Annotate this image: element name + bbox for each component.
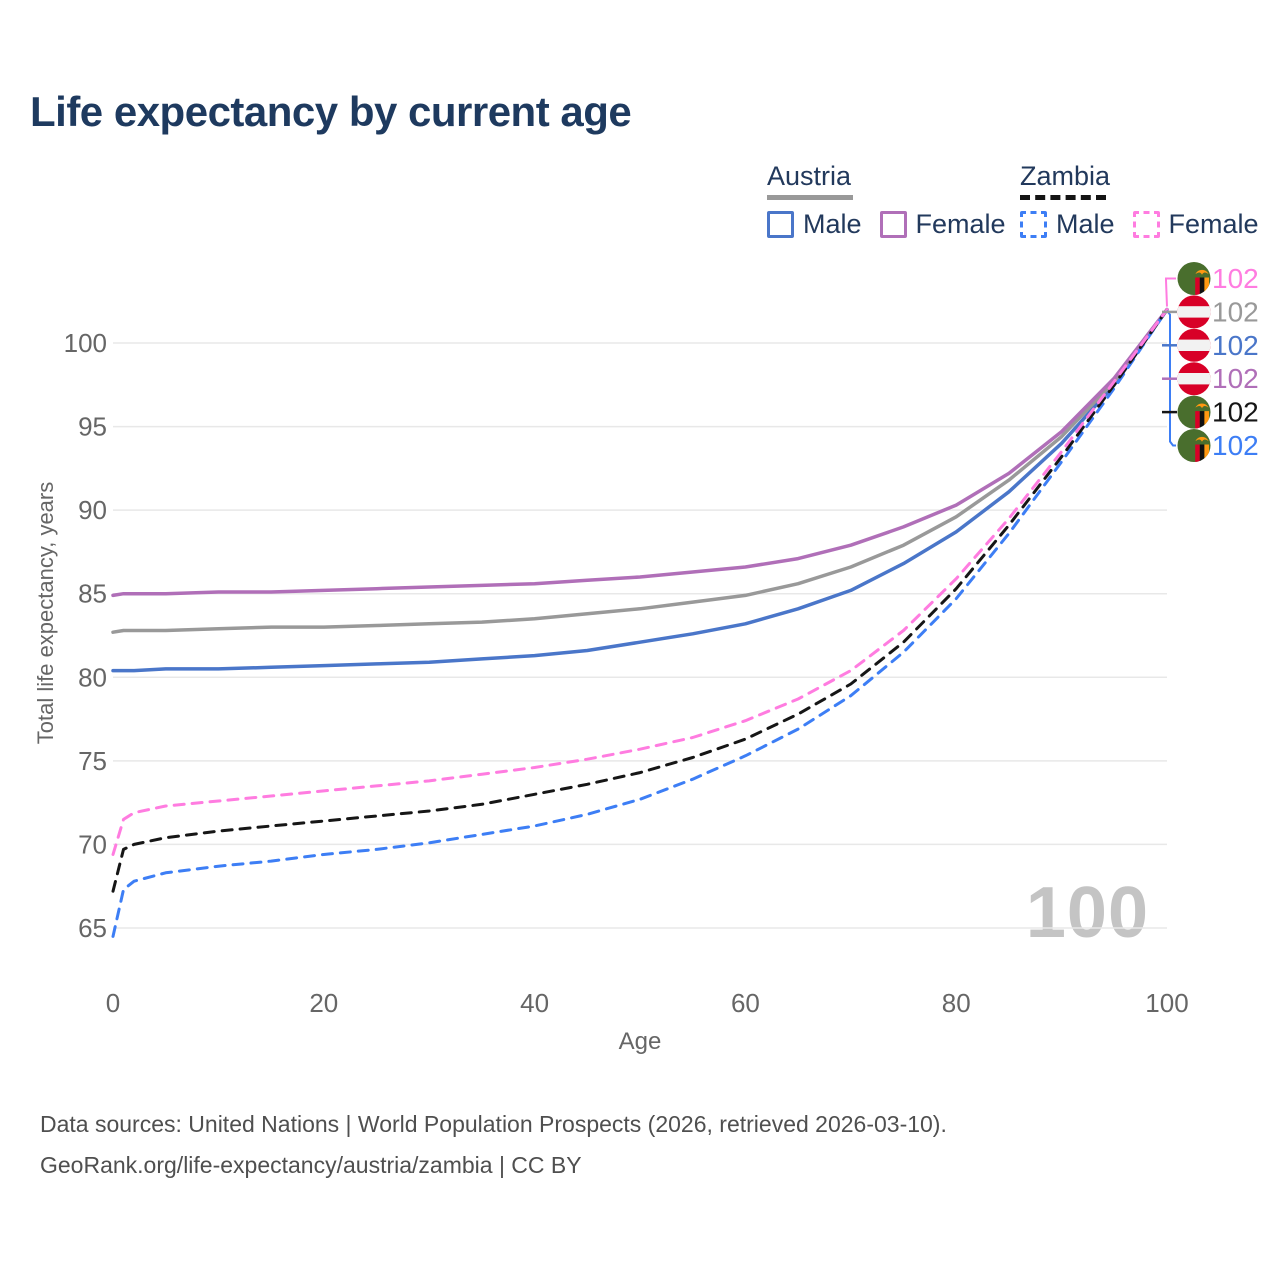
legend-label-zambia-female[interactable]: Female (1168, 209, 1259, 239)
legend-group-austria: Austria Male Female (767, 161, 1024, 240)
checkbox-zambia-female[interactable] (1132, 211, 1160, 238)
flag-austria-icon (1177, 328, 1211, 362)
end-value-label-zambia: 102 (1212, 397, 1259, 428)
page-title: Life expectancy by current age (30, 88, 632, 135)
y-axis-title: Total life expectancy, years (33, 481, 58, 745)
legend-label-zambia-male[interactable]: Male (1056, 209, 1115, 239)
legend-group-zambia: Zambia Male Female (1020, 161, 1277, 240)
end-value-label-zambia-male: 102 (1212, 430, 1259, 461)
end-value-label-zambia-female: 102 (1212, 263, 1259, 294)
zambia-line-style-swatch (1020, 195, 1106, 200)
checkbox-zambia-male[interactable] (1020, 211, 1047, 238)
flag-zambia-icon (1177, 262, 1211, 295)
y-tick-label: 70 (78, 829, 107, 859)
y-tick-label: 65 (78, 913, 107, 943)
chart-footer: Data sources: United Nations | World Pop… (40, 1104, 947, 1186)
x-axis-title: Age (618, 1028, 662, 1055)
attribution-line: GeoRank.org/life-expectancy/austria/zamb… (40, 1152, 582, 1178)
checkbox-austria-female[interactable] (879, 211, 907, 238)
series-line-austria-male (111, 307, 1169, 673)
series-line-zambia (111, 308, 1169, 893)
leader-line-bottom (1166, 310, 1176, 447)
legend-country-austria: Austria (767, 161, 852, 191)
series-line-zambia-male (111, 308, 1169, 938)
flag-austria-icon (1177, 295, 1211, 329)
flag-zambia-icon (1177, 395, 1211, 429)
age-counter-watermark: 100 (1025, 873, 1149, 953)
x-tick-label: 80 (942, 988, 971, 1018)
leader-line-top (1165, 277, 1176, 307)
x-tick-label: 40 (520, 988, 549, 1018)
y-tick-label: 80 (78, 662, 107, 692)
end-value-label-austria-female: 102 (1212, 363, 1259, 394)
y-tick-label: 95 (78, 412, 107, 442)
series-line-austria-female (111, 307, 1169, 598)
legend-country-zambia: Zambia (1020, 161, 1111, 191)
end-value-label-austria-male: 102 (1212, 330, 1259, 361)
series-line-zambia-female (111, 308, 1169, 856)
austria-line-style-swatch (767, 195, 853, 200)
x-tick-label: 20 (309, 988, 338, 1018)
x-tick-label: 100 (1145, 988, 1188, 1018)
x-tick-label: 0 (106, 988, 120, 1018)
flag-zambia-icon (1177, 429, 1211, 462)
series-line-austria (111, 307, 1169, 634)
flag-austria-icon (1177, 362, 1211, 396)
x-tick-label: 60 (731, 988, 760, 1018)
y-tick-label: 75 (78, 746, 107, 776)
y-tick-label: 100 (64, 328, 107, 358)
y-tick-label: 85 (78, 579, 107, 609)
legend-label-austria-female[interactable]: Female (915, 209, 1006, 239)
legend-label-austria-male[interactable]: Male (803, 209, 862, 239)
end-value-label-austria: 102 (1212, 296, 1259, 327)
y-tick-label: 90 (78, 495, 107, 525)
data-sources-line: Data sources: United Nations | World Pop… (40, 1111, 947, 1137)
checkbox-austria-male[interactable] (767, 211, 794, 238)
